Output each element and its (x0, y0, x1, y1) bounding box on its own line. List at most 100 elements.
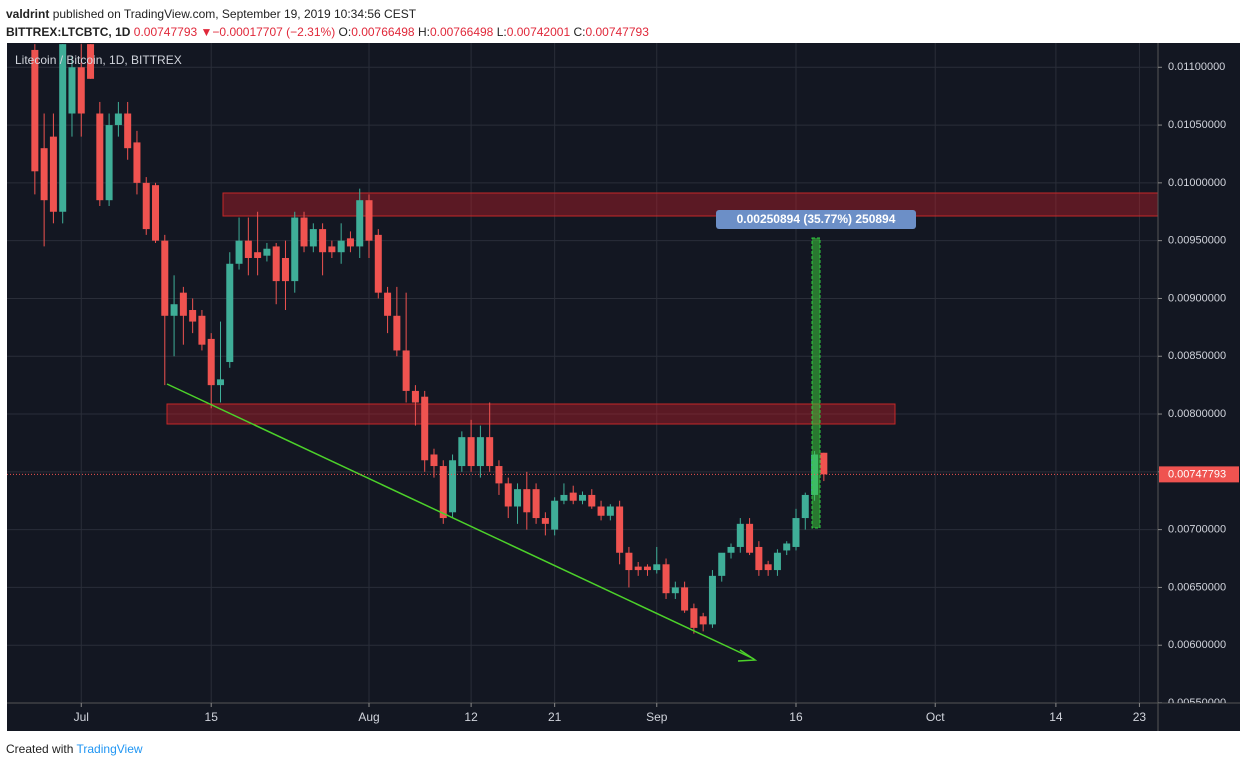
y-tick-label: 0.01100000 (1168, 61, 1225, 73)
candle-body (504, 483, 512, 507)
candle-body (152, 185, 160, 241)
symbol: BITTREX:LTCBTC, 1D (6, 25, 131, 39)
candle-body (263, 248, 271, 256)
candle-body (31, 49, 39, 172)
chart-title: Litecoin / Bitcoin, 1D, BITTREX (15, 53, 182, 67)
candle-body (439, 466, 447, 519)
candle-body (783, 543, 791, 551)
candle-body (114, 113, 122, 126)
price: 0.00747793 (133, 25, 198, 39)
last-price-label: 0.00747793 (1168, 468, 1226, 480)
x-tick-label: 23 (1133, 710, 1147, 724)
candle-body (690, 608, 698, 628)
candle-body (662, 564, 670, 594)
candle-body (402, 350, 410, 391)
x-tick-label: 21 (548, 710, 562, 724)
published: published on TradingView.com, September … (52, 7, 417, 21)
candle-body (606, 506, 614, 516)
author: valdrint (6, 7, 50, 21)
candle-body (634, 566, 642, 571)
candle-body (421, 396, 429, 461)
y-tick-label: 0.00950000 (1168, 235, 1226, 247)
candle-body (671, 587, 679, 594)
candle-body (746, 523, 754, 553)
candle-body (643, 566, 651, 571)
chart-background (7, 43, 1240, 731)
y-tick-label: 0.00600000 (1168, 639, 1226, 651)
y-tick-label: 0.00900000 (1168, 292, 1226, 304)
ohlc-value: 0.00766498 (351, 25, 415, 39)
candle-body (708, 575, 716, 625)
candle-body (476, 437, 484, 467)
candle-body (133, 142, 141, 183)
y-tick-label: 0.01000000 (1168, 177, 1226, 189)
candle-body (161, 240, 169, 316)
candle-body (328, 246, 336, 253)
arrow: ▼ (200, 25, 213, 39)
footer-brand: TradingView (76, 742, 143, 756)
candle-body (773, 552, 781, 571)
ohlc-value: 0.00747793 (585, 25, 649, 39)
candle-body (820, 452, 828, 475)
candle-body (523, 489, 531, 513)
measure-box (716, 210, 916, 229)
candle-body (207, 338, 215, 386)
candle-body (551, 500, 559, 530)
x-tick-label: 16 (789, 710, 803, 724)
candle-body (198, 315, 206, 345)
resistance-zone (222, 192, 1159, 217)
x-tick-label: Jul (74, 710, 89, 724)
candle-body (597, 506, 605, 516)
candle-body (124, 113, 132, 149)
legend-line: BITTREX:LTCBTC, 1D 0.00747793 ▼−0.000177… (6, 23, 649, 41)
footer: Created with TradingView (6, 742, 143, 756)
ohlc-label: O: (338, 25, 352, 39)
x-tick-label: 14 (1049, 710, 1063, 724)
measure-label: 0.00250894 (35.77%) 250894 (737, 212, 896, 226)
candle-body (625, 552, 633, 571)
candle-body (755, 546, 763, 571)
candle-body (374, 234, 382, 293)
ohlc-label: H: (417, 25, 430, 39)
candle-body (68, 67, 76, 114)
x-tick-label: 12 (464, 710, 478, 724)
candle-body (142, 182, 150, 230)
candle-body (458, 437, 466, 467)
ohlc-label: L: (496, 25, 507, 39)
y-tick-label: 0.00650000 (1168, 581, 1226, 593)
candle-body (681, 587, 689, 611)
candle-body (486, 437, 494, 467)
candle-body (346, 238, 354, 247)
candle-body (718, 552, 726, 576)
candle-body (235, 240, 243, 264)
candle-body (244, 240, 252, 258)
x-tick-label: Oct (926, 710, 945, 724)
candle-body (495, 466, 503, 484)
candle-body (801, 494, 809, 519)
y-tick-label: 0.00850000 (1168, 350, 1226, 362)
measure-bar (811, 237, 821, 529)
candle-body (727, 546, 735, 553)
candle-body (532, 489, 540, 519)
candle-body (430, 454, 438, 467)
y-tick-label: 0.00700000 (1168, 524, 1226, 536)
trend-arrow (737, 649, 758, 662)
candle-body (291, 217, 299, 282)
candle-body (588, 494, 596, 507)
ohlc-label: C: (573, 25, 586, 39)
x-tick-label: 15 (205, 710, 219, 724)
candle-body (189, 310, 197, 322)
candle-body (96, 113, 104, 201)
header: valdrint published on TradingView.com, S… (6, 5, 649, 41)
candle-body (300, 217, 308, 247)
candle-body (356, 200, 364, 247)
candle-body (216, 379, 224, 386)
candle-body (792, 518, 800, 547)
change: −0.00017707 (−2.31%) (212, 25, 336, 39)
support-zone (166, 403, 896, 425)
footer-prefix: Created with (6, 742, 74, 756)
last-price-box (1159, 466, 1239, 483)
candle-body (281, 257, 289, 282)
candle-body (384, 292, 392, 316)
